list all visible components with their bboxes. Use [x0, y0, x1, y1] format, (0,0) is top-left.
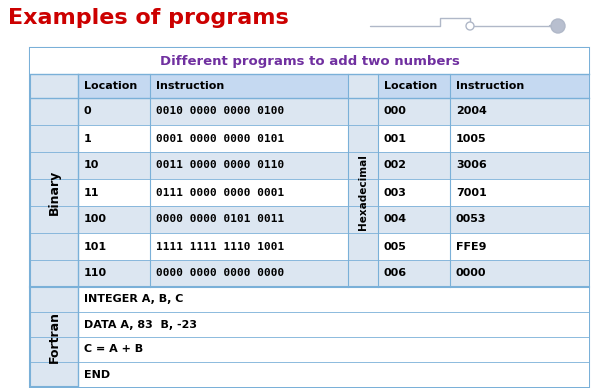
Text: 002: 002 — [384, 161, 407, 170]
Text: 0000 0000 0000 0000: 0000 0000 0000 0000 — [156, 268, 284, 279]
Text: 0: 0 — [84, 106, 91, 116]
Text: 1005: 1005 — [456, 133, 487, 144]
Circle shape — [466, 22, 474, 30]
Text: Instruction: Instruction — [456, 81, 524, 91]
Text: Location: Location — [384, 81, 437, 91]
Text: 003: 003 — [384, 187, 407, 197]
Bar — [78, 337, 589, 362]
Text: Instruction: Instruction — [156, 81, 224, 91]
Text: 101: 101 — [84, 241, 107, 251]
Bar — [378, 206, 589, 233]
Bar — [78, 362, 589, 387]
Bar — [78, 260, 348, 287]
Text: 110: 110 — [84, 268, 107, 279]
Bar — [78, 125, 348, 152]
Text: FFE9: FFE9 — [456, 241, 487, 251]
Text: 11: 11 — [84, 187, 100, 197]
Text: 10: 10 — [84, 161, 99, 170]
Circle shape — [551, 19, 565, 33]
Bar — [378, 98, 589, 125]
Text: 006: 006 — [384, 268, 407, 279]
Bar — [378, 233, 589, 260]
Text: 2004: 2004 — [456, 106, 487, 116]
Bar — [78, 179, 348, 206]
Text: DATA A, 83  B, -23: DATA A, 83 B, -23 — [84, 319, 197, 329]
Text: END: END — [84, 369, 110, 379]
Text: 0111 0000 0000 0001: 0111 0000 0000 0001 — [156, 187, 284, 197]
Text: 0011 0000 0000 0110: 0011 0000 0000 0110 — [156, 161, 284, 170]
Text: 100: 100 — [84, 215, 107, 225]
Bar — [78, 312, 589, 337]
Bar — [78, 98, 348, 125]
Text: 0000 0000 0101 0011: 0000 0000 0101 0011 — [156, 215, 284, 225]
Text: Location: Location — [84, 81, 137, 91]
Text: C = A + B: C = A + B — [84, 345, 143, 355]
Text: 000: 000 — [384, 106, 407, 116]
Text: 0053: 0053 — [456, 215, 487, 225]
Bar — [378, 74, 589, 98]
Text: Fortran: Fortran — [48, 311, 60, 363]
Bar — [378, 260, 589, 287]
Text: Examples of programs: Examples of programs — [8, 8, 289, 28]
Text: Binary: Binary — [48, 170, 60, 215]
Bar — [78, 206, 348, 233]
Bar — [78, 152, 348, 179]
Bar — [78, 74, 348, 98]
Text: 7001: 7001 — [456, 187, 487, 197]
Text: 0001 0000 0000 0101: 0001 0000 0000 0101 — [156, 133, 284, 144]
Text: Different programs to add two numbers: Different programs to add two numbers — [159, 54, 460, 68]
Text: 005: 005 — [384, 241, 407, 251]
Bar — [378, 125, 589, 152]
Bar — [30, 48, 589, 74]
Bar — [30, 48, 589, 387]
Text: 1111 1111 1110 1001: 1111 1111 1110 1001 — [156, 241, 284, 251]
Text: 3006: 3006 — [456, 161, 487, 170]
Text: 0010 0000 0000 0100: 0010 0000 0000 0100 — [156, 106, 284, 116]
Bar — [78, 287, 589, 312]
Text: 001: 001 — [384, 133, 407, 144]
Text: 0000: 0000 — [456, 268, 487, 279]
Text: 1: 1 — [84, 133, 92, 144]
Bar — [378, 179, 589, 206]
Text: INTEGER A, B, C: INTEGER A, B, C — [84, 294, 183, 305]
Text: Hexadecimal: Hexadecimal — [358, 154, 368, 230]
Bar — [78, 233, 348, 260]
Text: 004: 004 — [384, 215, 407, 225]
Bar — [378, 152, 589, 179]
